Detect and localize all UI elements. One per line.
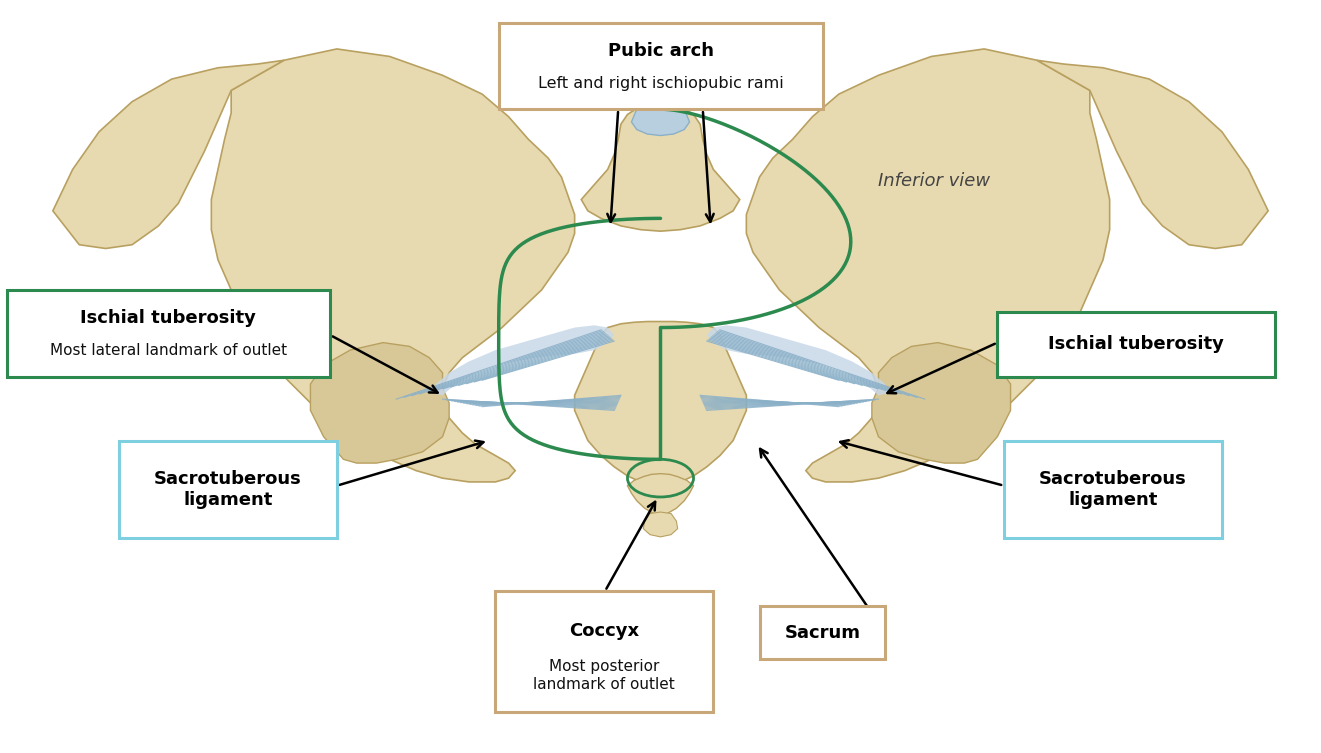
Text: Sacrum: Sacrum xyxy=(785,623,860,642)
Polygon shape xyxy=(631,102,690,136)
Polygon shape xyxy=(211,49,575,482)
Polygon shape xyxy=(746,49,1110,482)
Polygon shape xyxy=(643,512,678,537)
Text: Pubic arch: Pubic arch xyxy=(608,42,715,60)
Polygon shape xyxy=(581,103,740,231)
Text: Left and right ischiopubic rami: Left and right ischiopubic rami xyxy=(538,76,785,90)
Polygon shape xyxy=(1037,60,1268,248)
Polygon shape xyxy=(310,343,449,463)
Polygon shape xyxy=(707,325,888,395)
FancyBboxPatch shape xyxy=(997,312,1275,376)
Polygon shape xyxy=(872,343,1011,463)
FancyBboxPatch shape xyxy=(760,606,885,659)
FancyBboxPatch shape xyxy=(119,441,337,538)
Text: Ischial tuberosity: Ischial tuberosity xyxy=(81,309,256,328)
FancyBboxPatch shape xyxy=(499,23,823,109)
Text: Sacrotuberous
ligament: Sacrotuberous ligament xyxy=(1040,470,1186,509)
FancyBboxPatch shape xyxy=(1004,441,1222,538)
Polygon shape xyxy=(53,60,284,248)
Polygon shape xyxy=(575,322,746,487)
FancyBboxPatch shape xyxy=(495,591,713,712)
Polygon shape xyxy=(433,325,614,395)
Polygon shape xyxy=(627,474,694,516)
FancyBboxPatch shape xyxy=(7,290,330,376)
Text: Most posterior
landmark of outlet: Most posterior landmark of outlet xyxy=(534,659,675,692)
Text: Coccyx: Coccyx xyxy=(569,622,639,640)
Text: Ischial tuberosity: Ischial tuberosity xyxy=(1048,336,1225,353)
Text: Sacrotuberous
ligament: Sacrotuberous ligament xyxy=(155,470,301,509)
Text: Inferior view: Inferior view xyxy=(878,172,991,190)
Text: Most lateral landmark of outlet: Most lateral landmark of outlet xyxy=(50,343,287,358)
